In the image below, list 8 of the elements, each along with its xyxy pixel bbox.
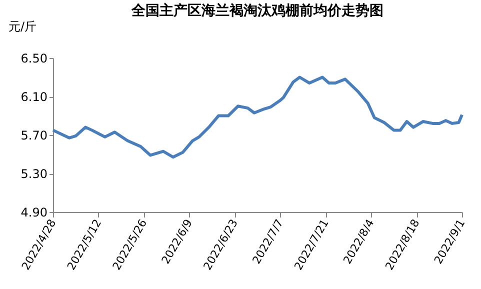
y-tick-label: 5.30 [20,167,48,181]
y-tick-label: 5.70 [20,128,48,142]
chart-title: 全国主产区海兰褐淘汰鸡棚前均价走势图 [130,2,384,19]
line-series [52,76,464,159]
y-tick-label: 6.10 [20,90,48,104]
y-tick-label: 4.90 [20,206,48,220]
y-tick-label: 6.50 [20,52,48,66]
y-axis-title: 元/斤 [8,20,37,34]
